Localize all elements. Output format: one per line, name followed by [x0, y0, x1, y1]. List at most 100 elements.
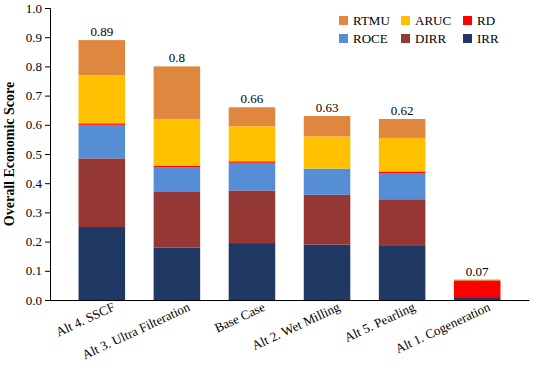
bar-segment	[229, 243, 276, 300]
x-tick: Alt 1. Cogeneration	[393, 299, 493, 356]
bar-segment	[379, 172, 426, 173]
legend-item: ROCE	[339, 31, 388, 46]
bar-segment	[229, 161, 276, 162]
y-tick-label: 1.0	[26, 1, 42, 16]
bar-segment	[154, 247, 201, 300]
y-tick-label: 0.1	[26, 263, 42, 278]
bar-segment	[379, 119, 426, 138]
y-tick-label: 0.5	[26, 147, 42, 162]
y-tick: 0.8	[26, 59, 50, 74]
bar-segment	[154, 66, 201, 119]
legend-label: ARUC	[415, 13, 451, 28]
y-tick: 0.1	[26, 263, 50, 278]
y-tick: 1.0	[26, 1, 50, 16]
y-tick-label: 0.6	[26, 117, 43, 132]
y-tick: 0.2	[26, 234, 50, 249]
y-tick-label: 0.2	[26, 234, 42, 249]
x-tick-label: Alt 2. Wet Milling	[249, 299, 342, 353]
y-tick-mark	[45, 183, 50, 184]
bar-segment	[79, 158, 126, 227]
total-label: 0.63	[316, 100, 339, 115]
total-label: 0.07	[466, 264, 489, 279]
y-tick-mark	[45, 125, 50, 126]
bar-segment	[79, 75, 126, 123]
y-tick-label: 0.7	[26, 88, 43, 103]
y-tick: 0.5	[26, 147, 50, 162]
y-tick-mark	[45, 8, 50, 9]
series-aruc	[79, 75, 426, 171]
legend-swatch	[463, 34, 472, 43]
y-tick-mark	[45, 154, 50, 155]
bar-segment	[454, 281, 501, 297]
y-tick-label: 0.4	[26, 176, 43, 191]
bar-segment	[379, 199, 426, 246]
legend-item: RTMU	[339, 13, 390, 28]
legend-label: ROCE	[353, 31, 388, 46]
legend: RTMU ARUC RD ROCE DIRR IRR	[339, 13, 499, 46]
series-roce	[79, 125, 426, 199]
x-axis-line	[51, 300, 530, 301]
series-rtmu	[79, 40, 501, 281]
y-tick: 0.0	[26, 293, 50, 308]
y-axis-title: Overall Economic Score	[2, 82, 17, 226]
x-tick: Alt 4. SSCF	[53, 299, 117, 339]
y-tick-mark	[45, 66, 50, 67]
bar-segment	[229, 107, 276, 126]
total-label: 0.66	[241, 91, 264, 106]
x-tick-label: Base Case	[212, 299, 267, 335]
y-tick-label: 0.0	[26, 293, 42, 308]
bar-segment	[154, 192, 201, 247]
bar-segment	[154, 119, 201, 166]
y-axis-line	[45, 9, 51, 301]
y-tick-label: 0.9	[26, 30, 42, 45]
x-tick-label: Alt 3. Ultra Filteration	[80, 299, 193, 362]
legend-label: DIRR	[415, 31, 446, 46]
y-tick-mark	[45, 96, 50, 97]
x-tick: Alt 3. Ultra Filteration	[80, 299, 193, 362]
legend-item: DIRR	[401, 31, 446, 46]
legend-item: ARUC	[401, 13, 451, 28]
y-tick-mark	[45, 271, 50, 272]
legend-swatch	[339, 16, 348, 25]
y-tick: 0.7	[26, 88, 50, 103]
legend-label: IRR	[477, 31, 499, 46]
bar-segment	[304, 245, 351, 300]
bar-segment	[79, 125, 126, 159]
legend-swatch	[339, 34, 348, 43]
total-label: 0.62	[391, 103, 414, 118]
y-tick: 0.3	[26, 205, 50, 220]
bar-segment	[379, 246, 426, 300]
bar-segment	[454, 281, 501, 282]
series-dirr	[79, 158, 426, 247]
series-irr	[79, 227, 501, 300]
legend-label: RTMU	[353, 13, 390, 28]
y-tick-label: 0.8	[26, 59, 42, 74]
bar-segment	[154, 167, 201, 192]
bar-segment	[154, 166, 201, 167]
total-labels: 0.890.80.660.630.620.07	[90, 24, 489, 278]
bar-segment	[229, 163, 276, 191]
y-tick-mark	[45, 37, 50, 38]
bar-segment	[454, 297, 501, 300]
bar-segment	[79, 123, 126, 124]
x-tick-label: Alt 1. Cogeneration	[393, 299, 493, 356]
legend-item: RD	[463, 13, 495, 28]
bar-segment	[229, 191, 276, 244]
bars	[79, 40, 501, 300]
bar-segment	[229, 126, 276, 161]
bar-segment	[379, 173, 426, 199]
y-tick: 0.4	[26, 176, 50, 191]
bar-segment	[79, 227, 126, 300]
y-tick-mark	[45, 300, 50, 301]
bar-segment	[304, 136, 351, 168]
x-tick: Alt 2. Wet Milling	[249, 299, 342, 353]
bar-segment	[79, 40, 126, 75]
legend-label: RD	[477, 13, 495, 28]
bar-segment	[304, 195, 351, 245]
y-tick: 0.6	[26, 117, 50, 132]
y-axis: 0.0 0.1 0.2 0.3 0.4 0.5 0.6 0.7 0.8 0.9 1.0	[26, 1, 51, 308]
total-label: 0.89	[90, 24, 113, 39]
legend-item: IRR	[463, 31, 499, 46]
x-axis: Alt 4. SSCFAlt 3. Ultra Filteration Base …	[51, 299, 530, 362]
legend-swatch	[463, 16, 472, 25]
